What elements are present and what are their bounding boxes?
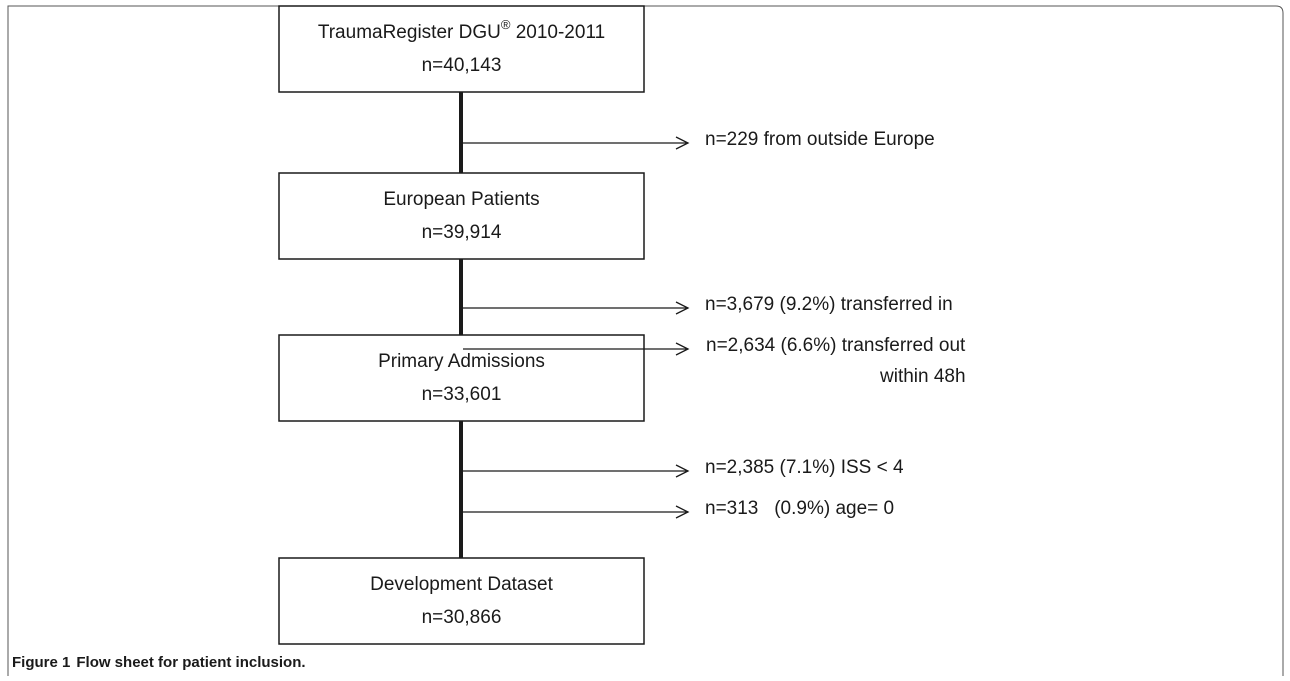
node-label: Primary Admissions [378,351,545,372]
node-box [278,557,645,645]
node-box [278,5,645,93]
node-count: n=39,914 [422,222,502,243]
exclusion-text: n=3,679 (9.2%) transferred in [705,294,953,315]
caption: Figure 1 Flow sheet for patient inclusion… [12,654,306,671]
frame [7,5,1284,676]
exclusion-text: n=313 (0.9%) age= 0 [705,498,894,519]
arrow-head [675,464,690,478]
caption-label: Figure 1 [12,654,70,671]
node-count: n=33,601 [422,384,502,405]
node-label: TraumaRegister DGU® 2010-2011 [318,17,605,43]
exclusion-text: n=2,385 (7.1%) ISS < 4 [705,457,904,478]
node-label-part: ® [501,17,511,32]
node-box [278,334,645,422]
node-box [278,172,645,260]
node-label-part: TraumaRegister DGU [318,22,501,43]
exclusion-text: n=229 from outside Europe [705,129,935,150]
node-label: Development Dataset [370,574,553,595]
node-count: n=40,143 [422,55,502,76]
arrow-head [675,342,690,356]
node-label: European Patients [383,189,539,210]
caption-text: Flow sheet for patient inclusion. [76,654,305,671]
arrow-head [675,136,690,150]
arrow-head [675,301,690,315]
exclusion-text: within 48h [879,366,966,387]
exclusion-text: n=2,634 (6.6%) transferred out [706,335,966,356]
arrow-head [675,505,690,519]
node-label-part: 2010-2011 [510,22,605,43]
node-count: n=30,866 [422,607,502,628]
